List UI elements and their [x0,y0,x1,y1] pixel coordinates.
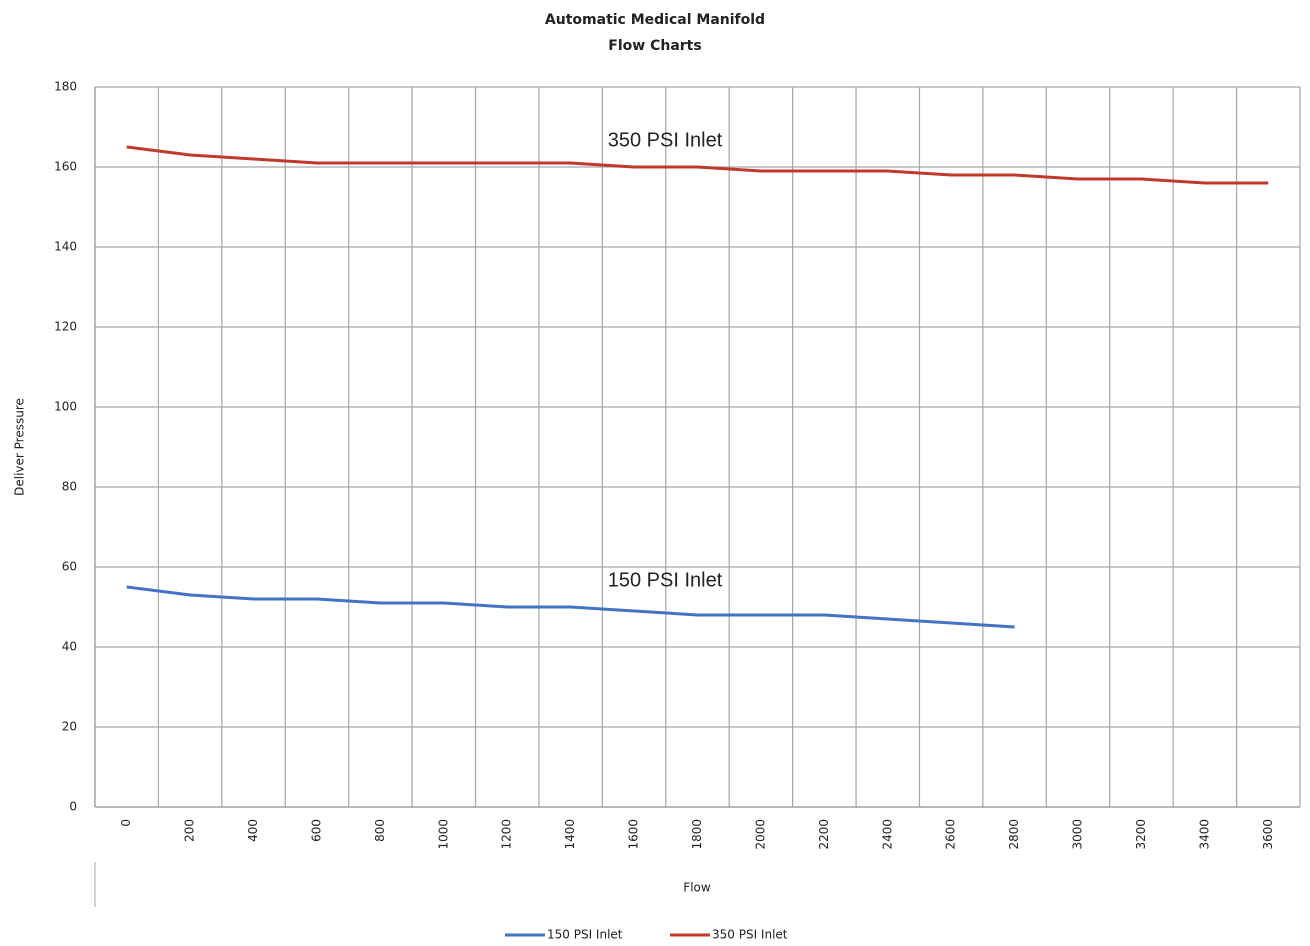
x-tick-label: 400 [246,819,260,842]
x-tick-label: 0 [119,819,133,827]
x-tick-label: 1800 [690,819,704,850]
x-tick-label: 1200 [500,819,514,850]
x-tick-label: 1600 [627,819,641,850]
x-tick-label: 1000 [436,819,450,850]
x-tick-label: 3600 [1261,819,1275,850]
annotation: 350 PSI Inlet [608,129,723,151]
x-tick-label: 800 [373,819,387,842]
y-tick-label: 80 [62,480,77,494]
y-tick-label: 160 [54,160,77,174]
y-tick-label: 60 [62,560,77,574]
x-axis-label: Flow [683,881,711,895]
y-tick-label: 20 [62,720,77,734]
legend-label: 350 PSI Inlet [712,928,788,942]
x-tick-label: 600 [309,819,323,842]
y-tick-label: 180 [54,80,77,94]
x-tick-label: 3200 [1134,819,1148,850]
chart-title: Automatic Medical Manifold [545,12,765,28]
x-tick-label: 3400 [1197,819,1211,850]
x-tick-label: 1400 [563,819,577,850]
chart-subtitle: Flow Charts [608,38,701,54]
x-tick-label: 2000 [753,819,767,850]
x-tick-label: 200 [183,819,197,842]
annotation: 150 PSI Inlet [608,569,723,591]
legend-label: 150 PSI Inlet [547,928,623,942]
x-tick-label: 3000 [1071,819,1085,850]
data-line [126,585,1015,629]
y-tick-label: 100 [54,400,77,414]
x-tick-label: 2800 [1007,819,1021,850]
y-tick-label: 40 [62,640,77,654]
y-axis-label: Deliver Pressure [13,398,27,496]
data-line [126,145,1269,185]
x-tick-label: 2200 [817,819,831,850]
x-tick-label: 2600 [944,819,958,850]
y-tick-label: 0 [69,800,77,814]
x-tick-label: 2400 [880,819,894,850]
y-tick-label: 140 [54,240,77,254]
y-tick-label: 120 [54,320,77,334]
